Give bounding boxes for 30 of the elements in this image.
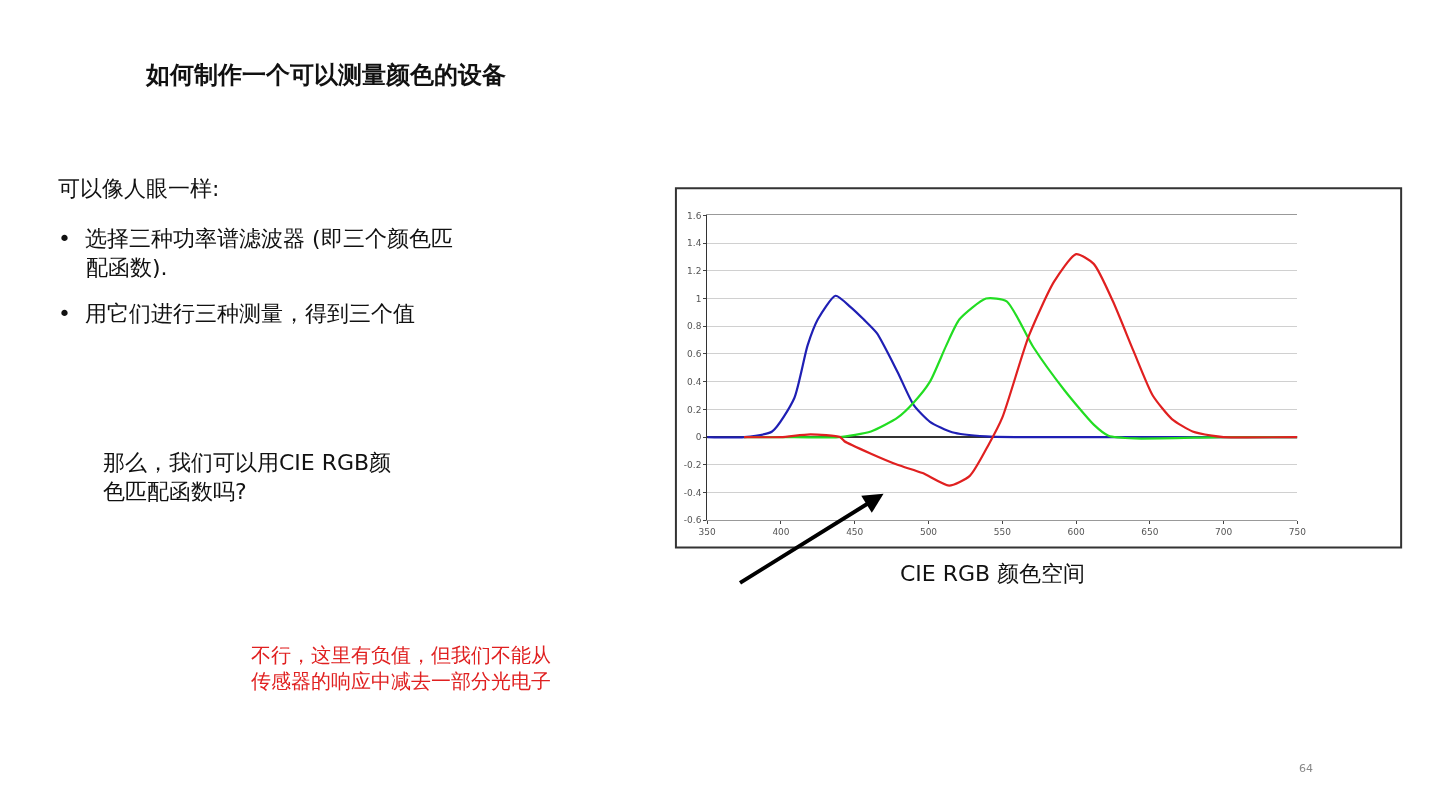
y-tick-label: 1.2	[687, 265, 702, 276]
x-tick-label: 350	[698, 527, 717, 537]
x-tick-label: 400	[772, 527, 790, 537]
x-tick-label: 550	[993, 527, 1012, 537]
text: • 用它们进行三种测量，得到三个值	[58, 301, 415, 326]
y-tick-label: 1.4	[687, 238, 702, 249]
x-tick-label: 450	[846, 527, 864, 537]
text: CIE RGB 颜色空间	[900, 561, 1086, 586]
text: • 选择三种功率谱滤波器 (即三个颜色匹配函数).	[58, 226, 453, 280]
x-tick-label: 750	[1288, 527, 1307, 537]
text: 不行，这里有负值，但我们不能从传感器的响应中减去一部分光电子	[251, 643, 551, 693]
y-tick-label: 0.6	[687, 349, 702, 360]
line-series	[742, 253, 1298, 487]
text: 如何制作一个可以测量颜色的设备	[145, 61, 506, 89]
text: 64	[1299, 762, 1313, 775]
x-tick-label: 650	[1141, 527, 1159, 537]
y-tick-label: -0.6	[683, 515, 702, 526]
y-tick-label: -0.4	[683, 487, 702, 498]
y-tick-label: 0.4	[687, 376, 702, 387]
y-tick-label: 1	[695, 293, 702, 304]
x-tick-label: 500	[919, 527, 938, 537]
y-tick-label: 0.8	[687, 321, 702, 332]
y-tick-label: -0.2	[683, 459, 702, 470]
x-tick-label: 700	[1214, 527, 1233, 537]
y-tick-label: 0.2	[687, 404, 702, 415]
y-tick-label: 1.6	[687, 210, 702, 221]
text: 那么，我们可以用CIE RGB颜色匹配函数吗?	[103, 450, 392, 504]
x-tick-label: 600	[1067, 527, 1085, 537]
text: 可以像人眼一样:	[58, 176, 220, 201]
y-tick-label: 0	[695, 432, 702, 443]
